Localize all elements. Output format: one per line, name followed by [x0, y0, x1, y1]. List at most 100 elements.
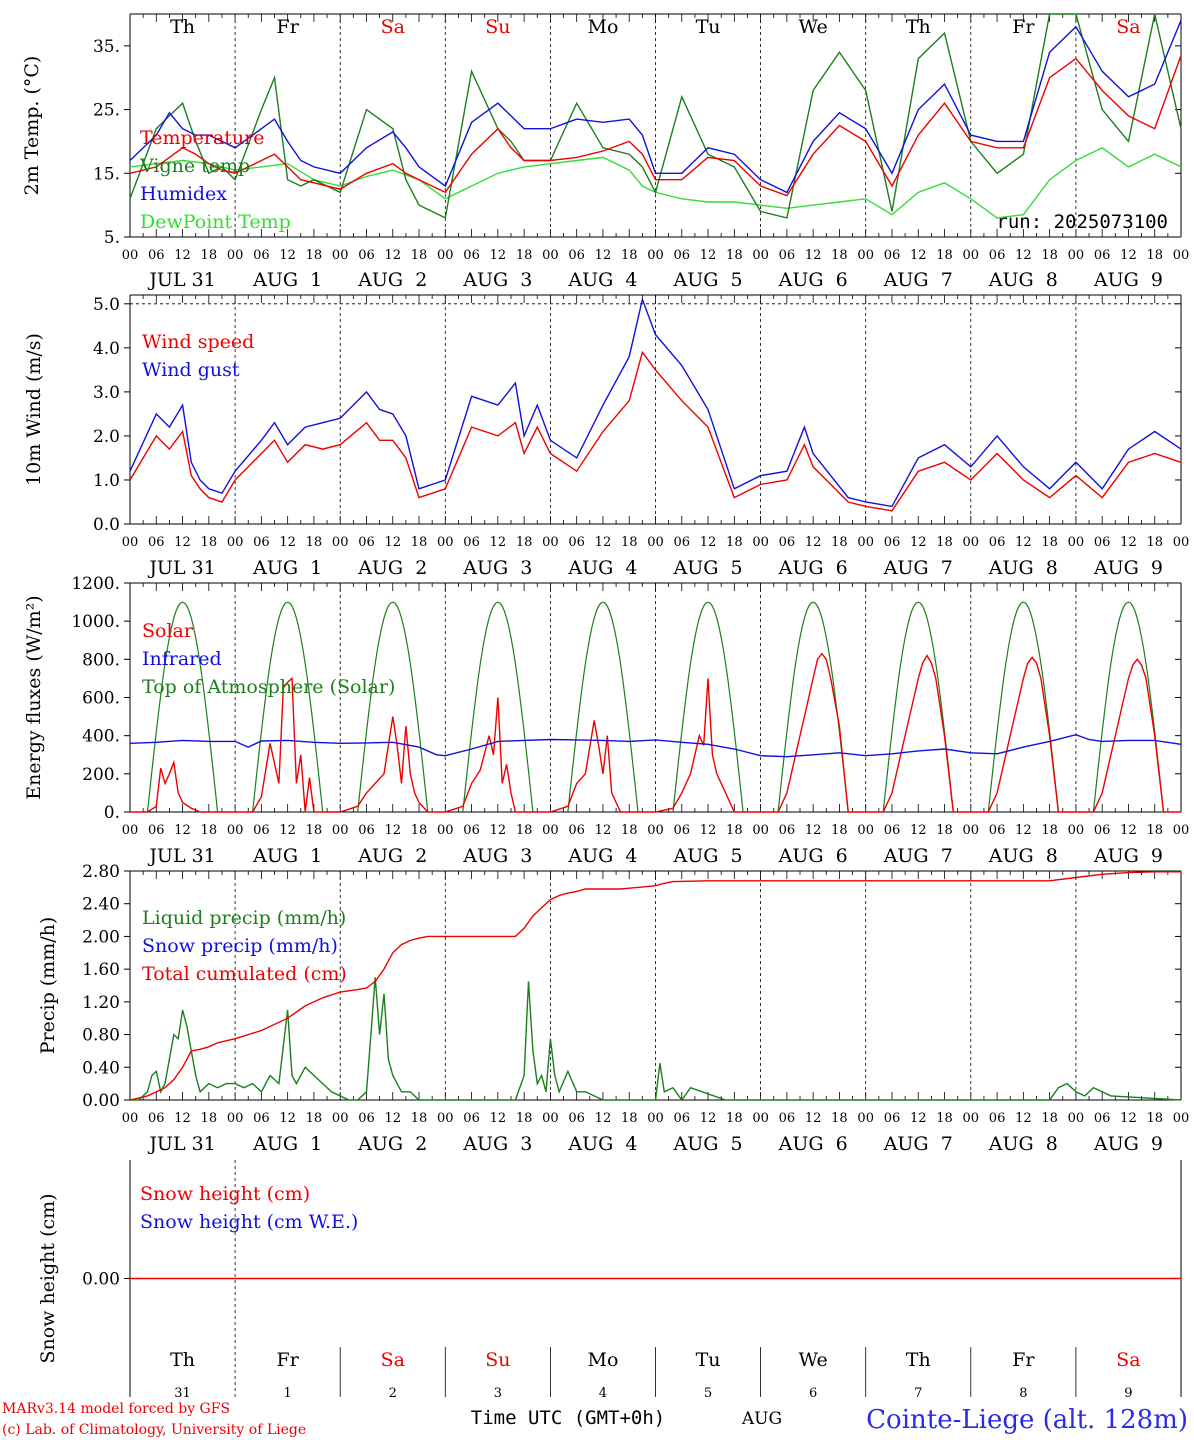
date-label: AUG 1 [252, 557, 322, 579]
hour-tick-label: 18 [936, 1111, 953, 1126]
hour-tick-label: 18 [1041, 248, 1058, 263]
y-tick-label: 5. [104, 228, 120, 248]
y-tick-label: 0.80 [82, 1026, 120, 1046]
hour-tick-label: 00 [1068, 1111, 1085, 1126]
hour-tick-label: 12 [1120, 535, 1137, 550]
hour-tick-label: 12 [1015, 1111, 1032, 1126]
y-tick-label: 2.00 [82, 927, 120, 947]
legend-entry: Wind speed [142, 331, 254, 353]
hour-tick-label: 00 [332, 823, 349, 838]
legend-entry: Total cumulated (cm) [142, 963, 347, 985]
hour-tick-label: 18 [516, 823, 533, 838]
hour-tick-label: 18 [306, 248, 323, 263]
date-label: AUG 7 [883, 269, 953, 291]
date-label: JUL 31 [147, 557, 215, 579]
hour-tick-label: 12 [805, 1111, 822, 1126]
hour-tick-label: 18 [621, 823, 638, 838]
date-label: AUG 3 [462, 557, 532, 579]
hour-tick-label: 12 [595, 248, 612, 263]
day-name: Th [906, 16, 931, 38]
hour-tick-label: 00 [857, 535, 874, 550]
hour-tick-label: 18 [411, 823, 428, 838]
hour-tick-label: 18 [411, 248, 428, 263]
hour-tick-label: 06 [253, 535, 270, 550]
hour-tick-label: 12 [174, 248, 191, 263]
hour-tick-label: 00 [963, 248, 980, 263]
hour-tick-label: 18 [831, 535, 848, 550]
hour-tick-label: 12 [805, 248, 822, 263]
hour-tick-label: 12 [490, 1111, 507, 1126]
y-tick-label: 5.0 [93, 295, 120, 315]
y-tick-label: 2.0 [93, 427, 120, 447]
hour-tick-label: 12 [490, 248, 507, 263]
hour-tick-label: 06 [674, 823, 691, 838]
hour-tick-label: 00 [227, 1111, 244, 1126]
hour-tick-label: 00 [227, 535, 244, 550]
hour-tick-label: 00 [963, 535, 980, 550]
hour-tick-label: 18 [1041, 1111, 1058, 1126]
hour-tick-label: 00 [332, 248, 349, 263]
hour-tick-label: 12 [490, 535, 507, 550]
legend-entry: Snow height (cm) [140, 1183, 310, 1205]
date-label: AUG 6 [778, 557, 848, 579]
series-line-cum [129, 871, 1181, 1101]
date-label: AUG 1 [252, 269, 322, 291]
date-label: AUG 3 [462, 1133, 532, 1155]
hour-tick-label: 12 [174, 1111, 191, 1126]
day-number: 31 [174, 1386, 191, 1401]
legend-entry: DewPoint Temp [140, 211, 291, 233]
hour-tick-label: 12 [384, 248, 401, 263]
hour-tick-label: 18 [201, 823, 218, 838]
date-label: AUG 4 [567, 269, 637, 291]
hour-tick-label: 06 [1094, 1111, 1111, 1126]
hour-tick-label: 12 [910, 823, 927, 838]
y-tick-label: 200. [82, 765, 120, 785]
legend-entry: Snow precip (mm/h) [142, 935, 338, 957]
hour-tick-label: 00 [752, 823, 769, 838]
date-label: AUG 2 [357, 1133, 427, 1155]
hour-tick-label: 06 [463, 823, 480, 838]
day-name: Fr [1012, 1349, 1035, 1371]
date-label: AUG 2 [357, 269, 427, 291]
hour-tick-label: 12 [174, 823, 191, 838]
hour-tick-label: 18 [1041, 535, 1058, 550]
hour-tick-label: 12 [910, 1111, 927, 1126]
hour-tick-label: 06 [674, 248, 691, 263]
day-number: 9 [1124, 1386, 1132, 1401]
legend-entry: Temperature [140, 127, 264, 149]
hour-tick-label: 06 [989, 535, 1006, 550]
y-tick-label: 35. [93, 37, 120, 57]
y-tick-label: 3.0 [93, 383, 120, 403]
hour-tick-label: 00 [647, 1111, 664, 1126]
hour-tick-label: 12 [384, 1111, 401, 1126]
date-label: AUG 1 [252, 845, 322, 867]
hour-tick-label: 18 [1041, 823, 1058, 838]
date-label: AUG 5 [673, 557, 743, 579]
y-tick-label: 1000. [71, 612, 120, 632]
hour-tick-label: 00 [752, 1111, 769, 1126]
series-line-dew [129, 146, 1182, 219]
hour-tick-label: 06 [1094, 823, 1111, 838]
hour-tick-label: 12 [805, 823, 822, 838]
y-axis-title: Precip (mm/h) [37, 917, 59, 1055]
hour-tick-label: 18 [936, 823, 953, 838]
panel-flux: 00 06 12 18 00 06 12 18 00 06 12 18 00 06 12 18 00 06 12 18… [23, 574, 1189, 867]
hour-tick-label: 18 [516, 248, 533, 263]
hour-tick-label: 00 [1068, 823, 1085, 838]
hour-tick-label: 18 [306, 535, 323, 550]
y-tick-label: 1.60 [82, 960, 120, 980]
panel-snow: 0.00 Snow height (cm) Th Fr Sa Su Mo Tu We Th Fr Sa… [37, 1160, 1182, 1401]
day-name: Th [170, 1349, 195, 1371]
hour-tick-label: 00 [437, 1111, 454, 1126]
day-name: We [799, 16, 828, 38]
panel-temp: 00 06 12 18 00 06 12 18 00 06 12 18 00 06 12 18 00 06 12 18… [21, 13, 1189, 291]
hour-tick-label: 06 [148, 823, 165, 838]
hour-tick-label: 12 [595, 823, 612, 838]
day-name: Th [906, 1349, 931, 1371]
hour-tick-label: 06 [884, 248, 901, 263]
model-credit: MARv3.14 model forced by GFS [2, 1401, 230, 1417]
date-label: JUL 31 [147, 845, 215, 867]
hour-tick-label: 00 [332, 1111, 349, 1126]
date-label: AUG 1 [252, 1133, 322, 1155]
hour-tick-label: 06 [358, 248, 375, 263]
